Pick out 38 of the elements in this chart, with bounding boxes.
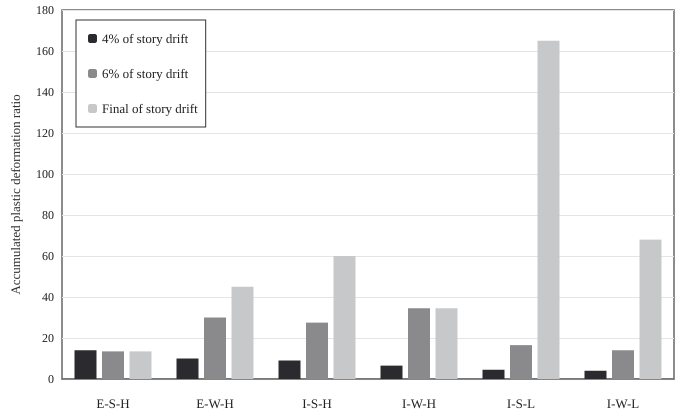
y-tick-label: 40 (42, 290, 54, 304)
bar (176, 358, 198, 379)
x-tick-label: I-W-H (402, 396, 436, 411)
y-tick-label: 180 (36, 3, 54, 17)
bar (640, 240, 662, 379)
y-tick-label: 160 (36, 44, 54, 58)
x-tick-label: E-S-H (96, 396, 130, 411)
bar (612, 350, 634, 379)
y-tick-label: 140 (36, 85, 54, 99)
x-tick-label: I-S-H (302, 396, 332, 411)
y-tick-label: 120 (36, 126, 54, 140)
bar (510, 345, 532, 379)
bar (130, 351, 152, 379)
bar (232, 286, 254, 379)
bar (306, 322, 328, 379)
x-tick-label: E-W-H (196, 396, 234, 411)
bar (334, 256, 356, 379)
legend-label: Final of story drift (102, 101, 198, 116)
bar (408, 308, 430, 379)
x-tick-label: I-W-L (606, 396, 640, 411)
bar (436, 308, 458, 379)
y-tick-label: 100 (36, 167, 54, 181)
y-tick-label: 60 (42, 249, 54, 263)
bar (380, 366, 402, 379)
legend-label: 4% of story drift (102, 31, 189, 46)
legend-label: 6% of story drift (102, 66, 189, 81)
y-tick-label: 80 (42, 208, 54, 222)
bar (74, 350, 96, 379)
x-tick-label: I-S-L (506, 396, 536, 411)
bar (102, 351, 124, 379)
y-tick-label: 0 (48, 372, 54, 386)
bar (278, 360, 300, 379)
bar (482, 370, 504, 379)
y-tick-label: 20 (42, 331, 54, 345)
bar (538, 40, 560, 379)
bar (584, 370, 606, 379)
y-axis-title: Accumulated plastic deformation ratio (8, 94, 23, 295)
bar (204, 318, 226, 379)
